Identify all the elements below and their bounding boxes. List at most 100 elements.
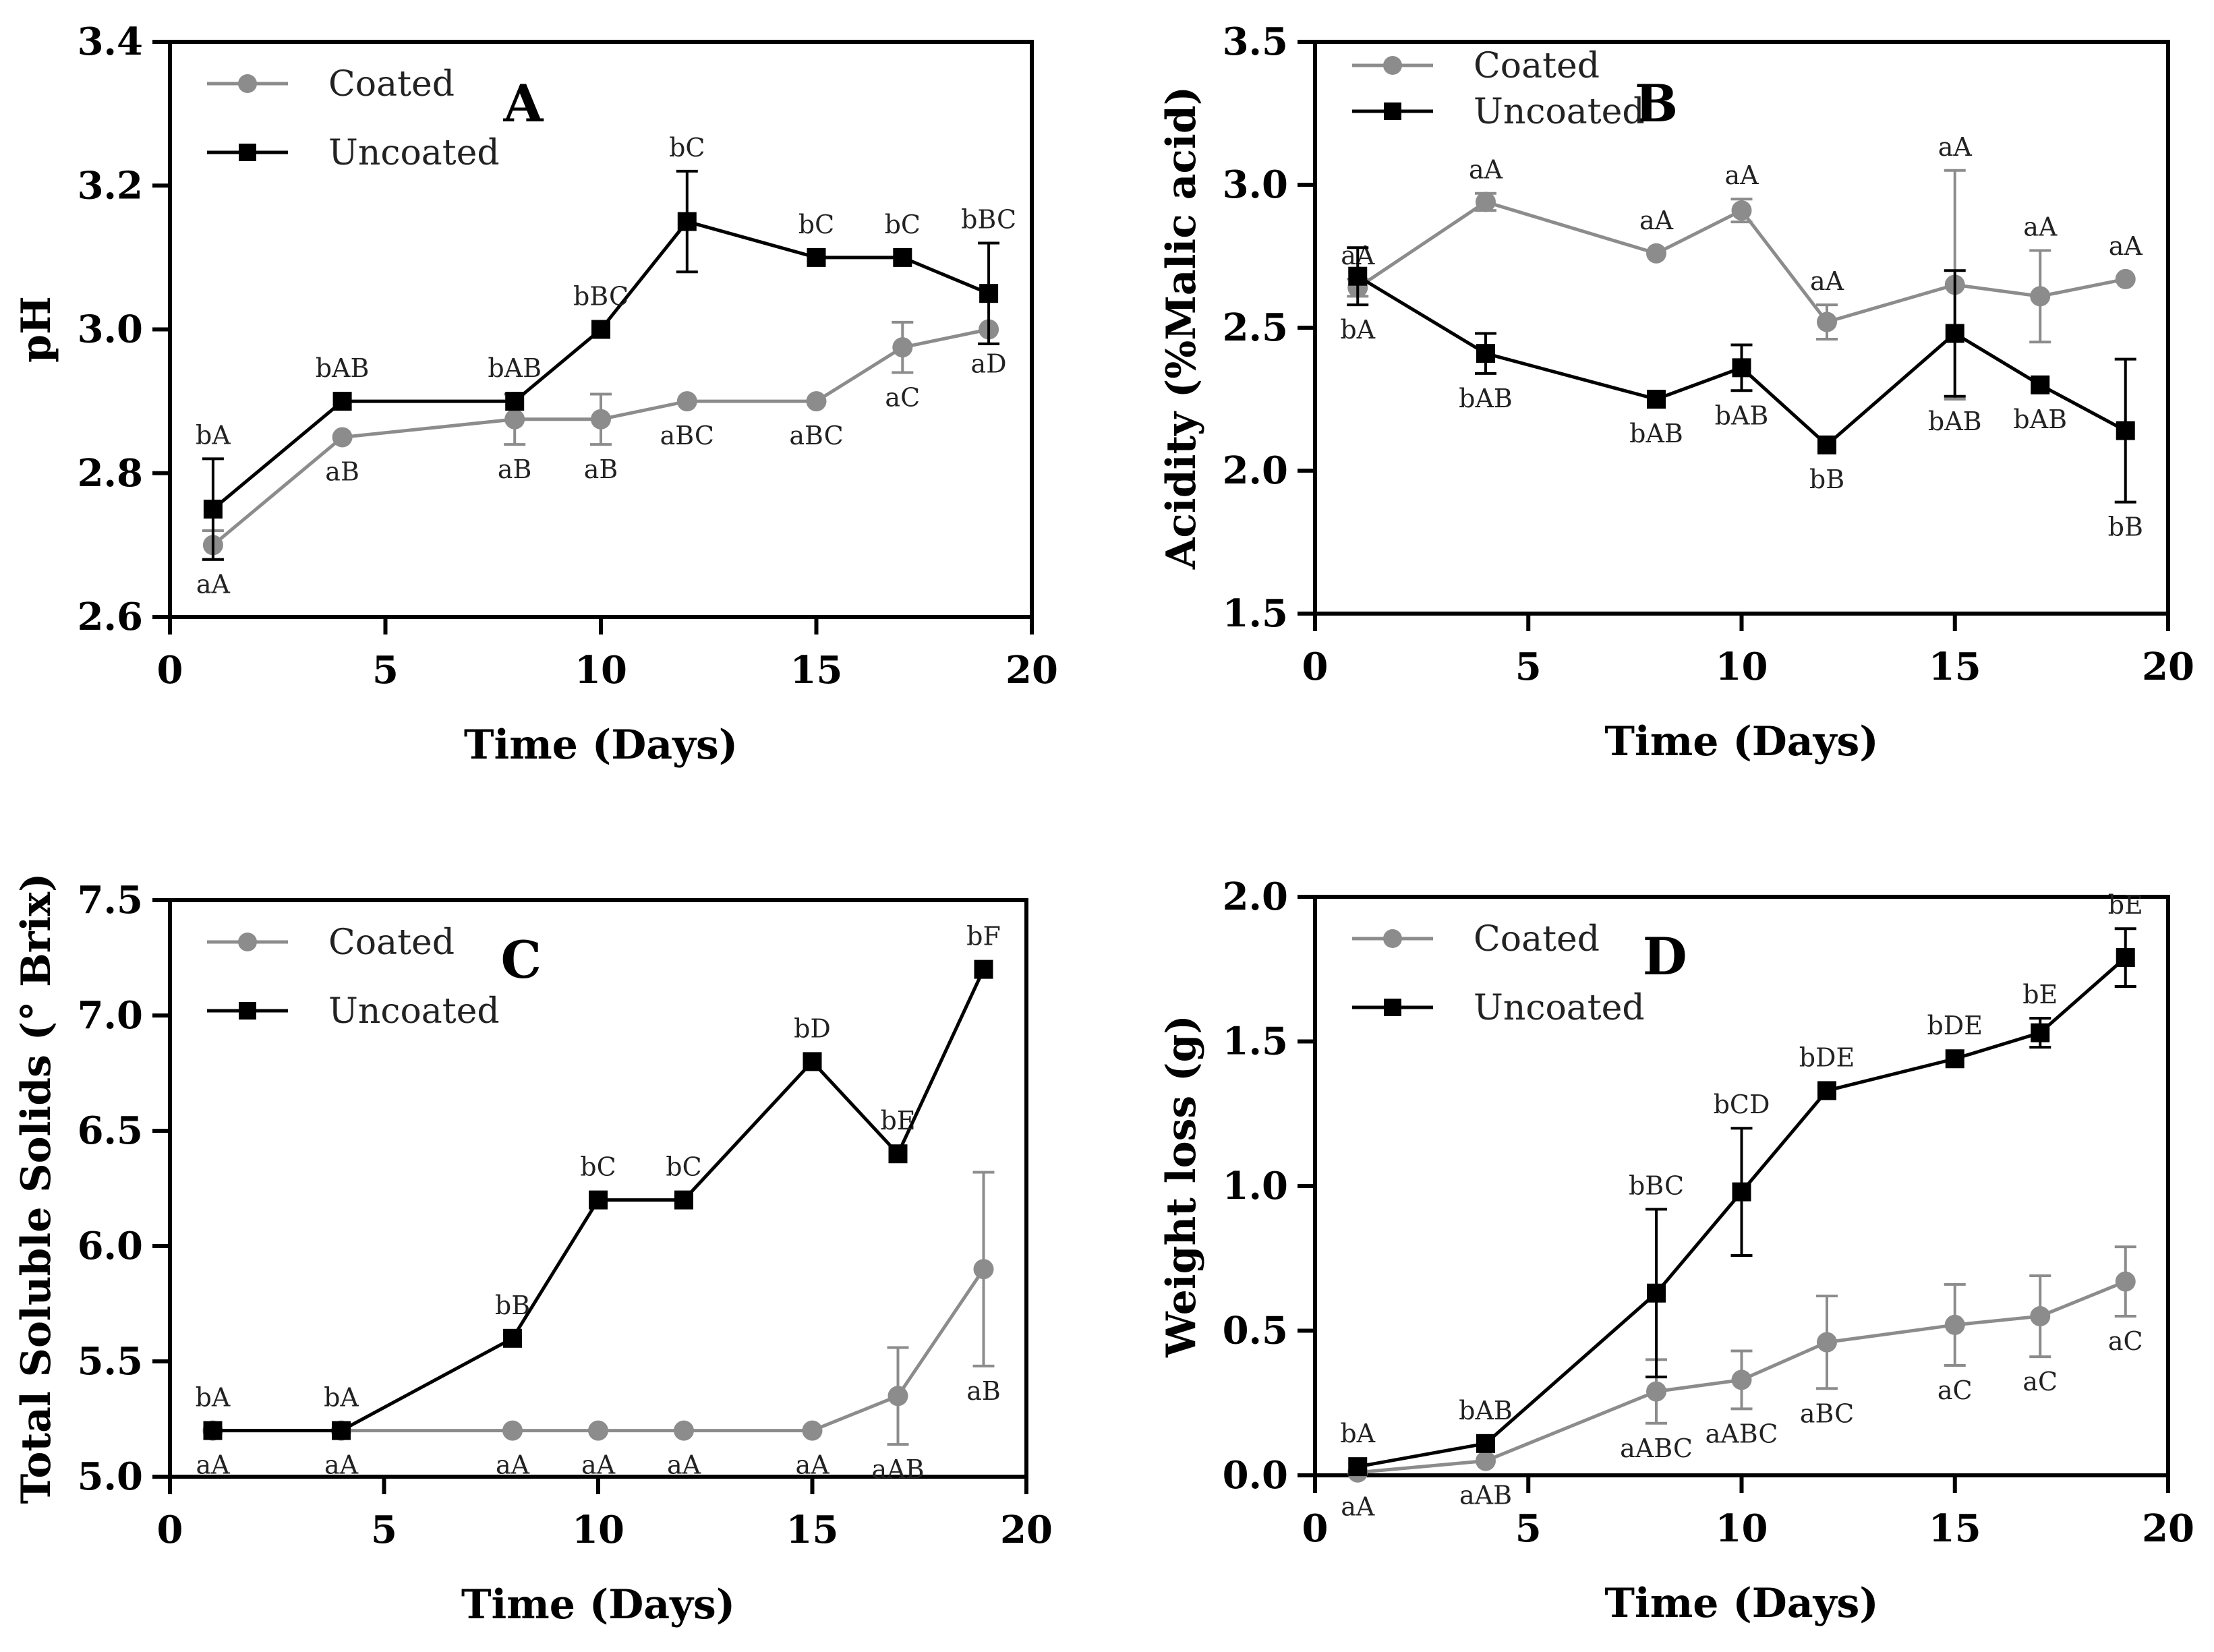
significance-label: bA	[324, 1383, 359, 1413]
legend: Coated Uncoated	[1352, 46, 1645, 132]
significance-label: bB	[495, 1291, 530, 1320]
significance-label: bB	[1809, 465, 1844, 494]
series-line	[1358, 1280, 2126, 1475]
data-point	[1945, 1049, 1964, 1069]
data-point	[1945, 324, 1964, 343]
y-tick-label: 2.0	[1223, 448, 1288, 493]
significance-label: aABC	[1620, 1434, 1693, 1463]
y-tick-label: 7.0	[78, 993, 143, 1038]
data-point	[674, 1190, 693, 1210]
significance-label: bE	[2108, 890, 2143, 920]
significance-label: aABC	[1706, 1419, 1778, 1448]
series-line	[212, 220, 990, 510]
legend: Coated Uncoated	[207, 64, 500, 173]
data-point	[1732, 358, 1751, 378]
significance-label: bAB	[488, 353, 542, 383]
significance-label: aC	[1938, 1376, 1973, 1405]
y-axis-title: Acidity (%Malic acid)	[1158, 86, 1205, 570]
x-tick-label: 10	[1716, 645, 1768, 689]
legend-item-uncoated: Uncoated	[1352, 92, 1645, 132]
y-tick-label: 3.4	[78, 20, 143, 64]
data-point	[893, 247, 912, 267]
significance-label: bBC	[1629, 1171, 1684, 1200]
x-tick-label: 20	[2142, 1506, 2194, 1551]
x-tick-label: 20	[1006, 648, 1058, 692]
data-point	[1476, 1450, 1496, 1471]
data-point	[2116, 948, 2135, 968]
significance-label: bA	[196, 1383, 231, 1413]
significance-label: aA	[667, 1450, 701, 1480]
data-point	[2115, 268, 2136, 289]
significance-label: aA	[2109, 231, 2143, 261]
y-tick-label: 3.0	[78, 307, 143, 352]
legend-marker	[1384, 102, 1401, 120]
legend: Coated Uncoated	[207, 922, 500, 1032]
y-axis-title: Total Soluble Solids (° Brix)	[13, 873, 60, 1504]
y-tick-label: 3.5	[1223, 20, 1288, 64]
y-tick-label: 7.5	[78, 878, 143, 922]
data-point	[2031, 375, 2050, 394]
data-point	[591, 320, 610, 339]
significance-label: aD	[971, 349, 1007, 379]
data-point	[1348, 1457, 1368, 1477]
data-point	[1476, 191, 1496, 212]
significance-label: bCD	[1714, 1090, 1770, 1119]
series-uncoated: bA bA bB bC bC bD bE bF	[196, 922, 1001, 1440]
data-point	[1731, 1369, 1752, 1390]
y-tick-label: 3.2	[78, 163, 143, 208]
data-point	[2030, 286, 2051, 307]
legend-item-coated: Coated	[1352, 919, 1600, 960]
significance-label: bD	[794, 1013, 831, 1043]
data-point	[2115, 1271, 2136, 1292]
significance-label: aBC	[789, 421, 843, 450]
significance-label: bC	[666, 1152, 701, 1182]
legend-label: Uncoated	[328, 133, 500, 173]
series-coated: aA aB aB aB aBC aBC aC aD	[196, 319, 1007, 599]
legend-label: Coated	[1474, 46, 1600, 86]
data-point	[1732, 1182, 1751, 1202]
significance-label: aA	[1639, 206, 1674, 235]
x-tick-label: 10	[1716, 1506, 1768, 1551]
x-tick-label: 0	[1302, 1506, 1329, 1551]
significance-label: bA	[1340, 1419, 1375, 1448]
legend-item-coated: Coated	[207, 922, 455, 963]
panel-c: 0 5 10 15 20 5.0 5.5 6.0 6.5 7.0 7.5 Time (Days) Tot…	[13, 873, 1053, 1628]
legend-marker	[238, 933, 257, 951]
significance-label: aA	[1810, 266, 1844, 296]
data-point	[203, 1421, 223, 1440]
significance-label: bAB	[1928, 407, 1982, 436]
significance-label: aA	[1938, 132, 1973, 162]
significance-label: bC	[798, 210, 834, 239]
legend-marker	[1383, 929, 1402, 948]
significance-label: bA	[1340, 315, 1375, 345]
panel-d: 0 5 10 15 20 0.0 0.5 1.0 1.5 2.0 Time (Days) Weight…	[1158, 875, 2194, 1627]
legend-item-coated: Coated	[207, 64, 455, 105]
data-point	[505, 392, 525, 411]
data-point	[1647, 1283, 1666, 1303]
significance-label: aA	[196, 1450, 230, 1480]
data-point	[887, 1386, 908, 1407]
y-tick-label: 3.0	[1223, 163, 1288, 207]
data-point	[332, 427, 353, 448]
significance-label: bAB	[1459, 1396, 1513, 1425]
significance-label: aC	[885, 382, 920, 412]
data-point	[332, 1421, 351, 1440]
panel-b: 0 5 10 15 20 1.5 2.0 2.5 3.0 3.5 Time (Days) Acidit…	[1158, 20, 2194, 765]
x-tick-label: 15	[786, 1508, 839, 1552]
significance-label: bA	[196, 420, 231, 450]
legend-label: Coated	[328, 922, 455, 963]
y-tick-label: 1.5	[1223, 591, 1288, 636]
x-tick-label: 15	[790, 648, 843, 692]
data-point	[807, 247, 826, 267]
data-point	[1817, 1081, 1836, 1100]
y-tick-label: 5.5	[78, 1339, 143, 1384]
significance-label: aAB	[871, 1454, 924, 1484]
data-point	[1731, 200, 1752, 221]
significance-label: aC	[2022, 1367, 2058, 1396]
x-axis-title: Time (Days)	[461, 1581, 735, 1628]
data-point	[974, 960, 993, 979]
data-point	[591, 409, 611, 430]
y-tick-label: 2.6	[78, 595, 143, 639]
significance-label: aA	[581, 1450, 616, 1480]
panel-letter: B	[1635, 73, 1678, 134]
